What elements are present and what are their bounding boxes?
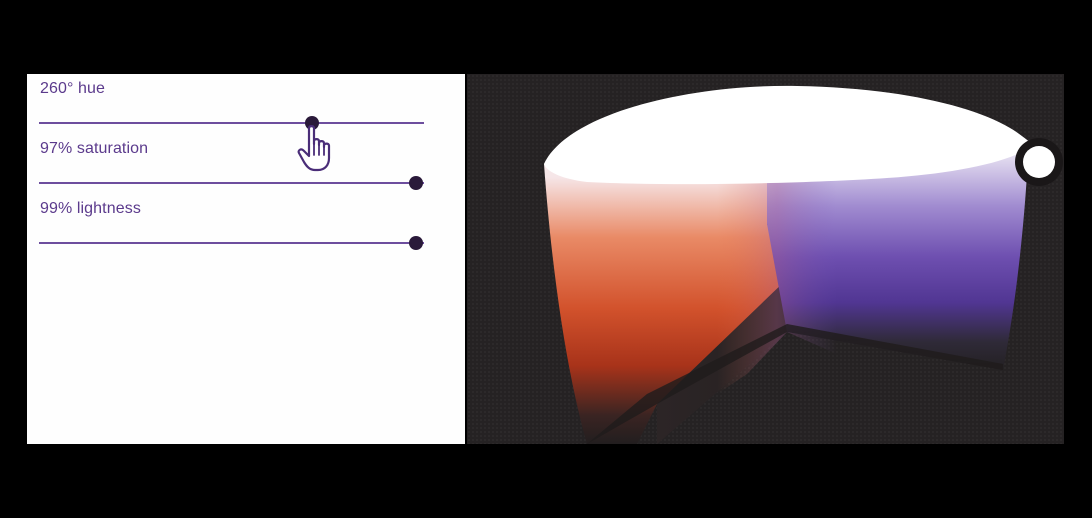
cylinder-base-shadow xyxy=(587,324,1003,444)
lightness-slider[interactable]: 99% lightness xyxy=(39,200,424,252)
hue-label: 260° hue xyxy=(40,80,106,97)
lightness-label: 99% lightness xyxy=(40,200,141,217)
selected-color-marker[interactable] xyxy=(1023,146,1055,178)
lightness-track[interactable] xyxy=(39,242,424,244)
hue-slider[interactable]: 260° hue xyxy=(39,80,424,132)
saturation-label: 97% saturation xyxy=(40,140,149,157)
color-space-visualization[interactable] xyxy=(467,74,1064,444)
controls-panel: 260° hue 97% saturation 99% lightness xyxy=(27,74,465,444)
saturation-thumb[interactable] xyxy=(409,176,424,190)
lightness-thumb[interactable] xyxy=(409,236,424,250)
saturation-slider[interactable]: 97% saturation xyxy=(39,140,424,192)
saturation-track[interactable] xyxy=(39,182,424,184)
hue-track[interactable] xyxy=(39,122,424,124)
hsl-cylinder-graphic[interactable] xyxy=(467,74,1064,444)
hand-pointer-icon xyxy=(297,125,331,172)
cylinder-top-cap xyxy=(544,85,1032,185)
